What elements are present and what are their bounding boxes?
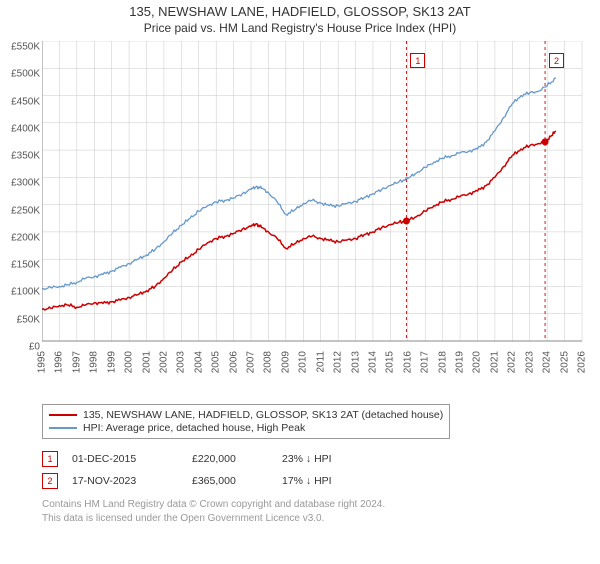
x-tick-label: 2011 [315,351,326,373]
x-tick-label: 2014 [367,351,378,373]
chart-subtitle: Price paid vs. HM Land Registry's House … [0,21,600,35]
y-tick-label: £300K [11,178,40,189]
sales-row: 1 01-DEC-2015£220,00023% ↓ HPI [42,448,402,470]
x-tick-label: 2023 [524,351,535,373]
x-tick-label: 2019 [455,351,466,373]
sale-date: 01-DEC-2015 [72,453,192,465]
chart-area [42,41,597,376]
sale-marker-box: 1 [410,53,425,68]
y-tick-label: £550K [11,42,40,53]
x-tick-label: 2015 [385,351,396,373]
sale-hpi-diff: 17% ↓ HPI [282,475,402,487]
sale-date: 17-NOV-2023 [72,475,192,487]
footer-line1: Contains HM Land Registry data © Crown c… [42,498,385,512]
legend-row: 135, NEWSHAW LANE, HADFIELD, GLOSSOP, SK… [49,409,443,421]
y-tick-label: £450K [11,96,40,107]
x-tick-label: 2013 [350,351,361,373]
sale-hpi-diff: 23% ↓ HPI [282,453,402,465]
legend-row: HPI: Average price, detached house, High… [49,422,443,434]
x-tick-label: 2026 [577,351,588,373]
sale-marker-icon: 1 [42,451,58,467]
legend-line-swatch [49,414,77,416]
x-tick-label: 2025 [559,351,570,373]
x-tick-label: 1996 [54,351,65,373]
x-tick-label: 2007 [246,351,257,373]
footer-attribution: Contains HM Land Registry data © Crown c… [42,498,385,525]
x-tick-label: 2016 [402,351,413,373]
y-tick-label: £200K [11,232,40,243]
x-tick-label: 2004 [193,351,204,373]
sale-marker-icon: 2 [42,473,58,489]
x-tick-label: 2006 [228,351,239,373]
sale-marker-box: 2 [549,53,564,68]
y-tick-label: £100K [11,287,40,298]
y-tick-label: £250K [11,205,40,216]
x-tick-label: 2012 [333,351,344,373]
x-tick-label: 2001 [141,351,152,373]
x-tick-label: 2009 [280,351,291,373]
chart-title: 135, NEWSHAW LANE, HADFIELD, GLOSSOP, SK… [0,4,600,19]
sale-price: £220,000 [192,453,282,465]
footer-line2: This data is licensed under the Open Gov… [42,512,385,526]
x-tick-label: 1999 [106,351,117,373]
x-tick-label: 2020 [472,351,483,373]
sale-price: £365,000 [192,475,282,487]
x-tick-label: 1995 [37,351,48,373]
legend-label: 135, NEWSHAW LANE, HADFIELD, GLOSSOP, SK… [83,409,443,421]
legend-label: HPI: Average price, detached house, High… [83,422,305,434]
line-chart-svg [42,41,597,376]
x-tick-label: 2010 [298,351,309,373]
y-tick-label: £150K [11,260,40,271]
y-tick-label: £400K [11,123,40,134]
x-tick-label: 2024 [542,351,553,373]
x-tick-label: 2002 [158,351,169,373]
legend-line-swatch [49,427,77,429]
legend-box: 135, NEWSHAW LANE, HADFIELD, GLOSSOP, SK… [42,404,450,439]
x-tick-label: 2008 [263,351,274,373]
x-tick-label: 2000 [124,351,135,373]
x-tick-label: 1998 [89,351,100,373]
x-tick-label: 2005 [211,351,222,373]
x-tick-label: 2021 [489,351,500,373]
y-tick-label: £350K [11,151,40,162]
x-tick-label: 1997 [71,351,82,373]
x-tick-label: 2017 [420,351,431,373]
sales-row: 2 17-NOV-2023£365,00017% ↓ HPI [42,470,402,492]
y-tick-label: £500K [11,69,40,80]
sales-table: 1 01-DEC-2015£220,00023% ↓ HPI 2 17-NOV-202… [42,448,402,492]
x-tick-label: 2003 [176,351,187,373]
x-tick-label: 2022 [507,351,518,373]
y-tick-label: £50K [17,314,40,325]
x-tick-label: 2018 [437,351,448,373]
